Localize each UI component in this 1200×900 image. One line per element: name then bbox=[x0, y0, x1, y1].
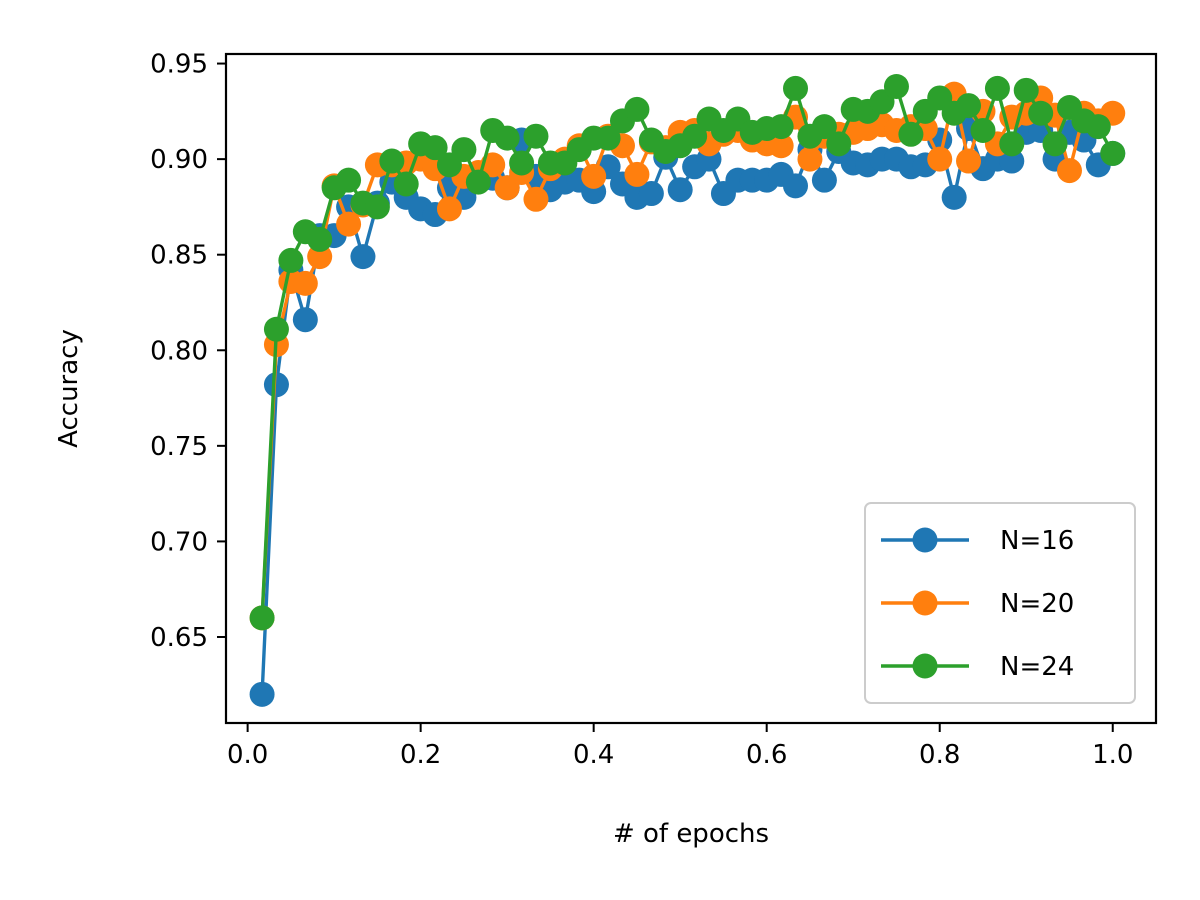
data-point bbox=[595, 125, 621, 151]
legend: N=16 N=20 N=24 bbox=[864, 502, 1136, 704]
data-point bbox=[898, 121, 924, 147]
legend-item-N=16: N=16 bbox=[881, 526, 1074, 556]
data-point bbox=[826, 131, 852, 157]
legend-swatch-marker bbox=[912, 590, 938, 616]
data-point bbox=[811, 167, 837, 193]
data-point bbox=[1056, 158, 1082, 184]
data-point bbox=[263, 316, 289, 342]
data-point bbox=[307, 244, 333, 270]
x-tick-label: 0.4 bbox=[573, 740, 614, 770]
y-tick-label: 0.65 bbox=[150, 623, 208, 653]
data-point bbox=[523, 186, 549, 212]
data-point bbox=[941, 184, 967, 210]
plot-frame bbox=[224, 52, 1158, 725]
data-point bbox=[249, 681, 275, 707]
data-point bbox=[278, 247, 304, 273]
y-tick-label: 0.90 bbox=[150, 145, 208, 175]
y-axis-title: Accuracy bbox=[54, 329, 84, 448]
legend-swatch-marker bbox=[912, 527, 938, 553]
series-layer bbox=[249, 73, 1126, 707]
data-point bbox=[422, 135, 448, 161]
axes-layer: 0.0 0.2 0.4 0.6 0.8 1.0 0.65 0.70 0.75 0.80 0.85 0.… bbox=[54, 50, 1158, 849]
data-point bbox=[956, 148, 982, 174]
y-tick-label: 0.85 bbox=[150, 241, 208, 271]
data-point bbox=[624, 161, 650, 187]
y-tick-label: 0.70 bbox=[150, 527, 208, 557]
x-axis-title: # of epochs bbox=[613, 819, 769, 849]
data-point bbox=[1013, 77, 1039, 103]
data-point bbox=[811, 114, 837, 140]
data-point bbox=[509, 150, 535, 176]
data-point bbox=[364, 194, 390, 220]
data-point bbox=[1100, 140, 1126, 166]
data-point bbox=[667, 177, 693, 203]
data-point bbox=[523, 123, 549, 149]
data-point bbox=[768, 114, 794, 140]
data-point bbox=[263, 372, 289, 398]
data-point bbox=[797, 146, 823, 172]
x-tick-label: 0.2 bbox=[400, 740, 441, 770]
data-point bbox=[336, 167, 362, 193]
x-tick-label: 0.8 bbox=[919, 740, 960, 770]
data-point bbox=[682, 123, 708, 149]
legend-label: N=16 bbox=[1000, 526, 1074, 556]
data-point bbox=[451, 137, 477, 163]
data-point bbox=[999, 131, 1025, 157]
legend-item-N=24: N=24 bbox=[881, 652, 1074, 682]
data-point bbox=[999, 148, 1025, 174]
data-point bbox=[624, 96, 650, 122]
data-point bbox=[956, 93, 982, 119]
data-point bbox=[350, 244, 376, 270]
x-tick-label: 0.6 bbox=[746, 740, 787, 770]
data-point bbox=[393, 171, 419, 197]
legend-label: N=20 bbox=[1000, 589, 1074, 619]
data-point bbox=[292, 270, 318, 296]
data-point bbox=[1042, 131, 1068, 157]
data-point bbox=[783, 75, 809, 101]
x-tick-label: 1.0 bbox=[1092, 740, 1133, 770]
data-point bbox=[783, 173, 809, 199]
legend-box bbox=[864, 502, 1136, 704]
data-point bbox=[970, 117, 996, 143]
y-tick-label: 0.75 bbox=[150, 432, 208, 462]
data-point bbox=[883, 73, 909, 99]
legend-item-N=20: N=20 bbox=[881, 589, 1074, 619]
data-point bbox=[336, 211, 362, 237]
data-point bbox=[249, 605, 275, 631]
data-point bbox=[581, 163, 607, 189]
data-point bbox=[927, 146, 953, 172]
y-tick-label: 0.80 bbox=[150, 336, 208, 366]
data-point bbox=[768, 133, 794, 159]
data-point bbox=[984, 75, 1010, 101]
legend-label: N=24 bbox=[1000, 652, 1074, 682]
data-point bbox=[638, 181, 664, 207]
data-point bbox=[436, 196, 462, 222]
x-tick-label: 0.0 bbox=[227, 740, 268, 770]
data-point bbox=[1085, 114, 1111, 140]
data-point bbox=[465, 169, 491, 195]
y-tick-label: 0.95 bbox=[150, 50, 208, 80]
data-point bbox=[1028, 100, 1054, 126]
data-point bbox=[494, 125, 520, 151]
legend-swatch-marker bbox=[912, 653, 938, 679]
data-point bbox=[307, 226, 333, 252]
data-point bbox=[379, 148, 405, 174]
data-point bbox=[292, 307, 318, 333]
series-N=24 bbox=[249, 73, 1126, 631]
